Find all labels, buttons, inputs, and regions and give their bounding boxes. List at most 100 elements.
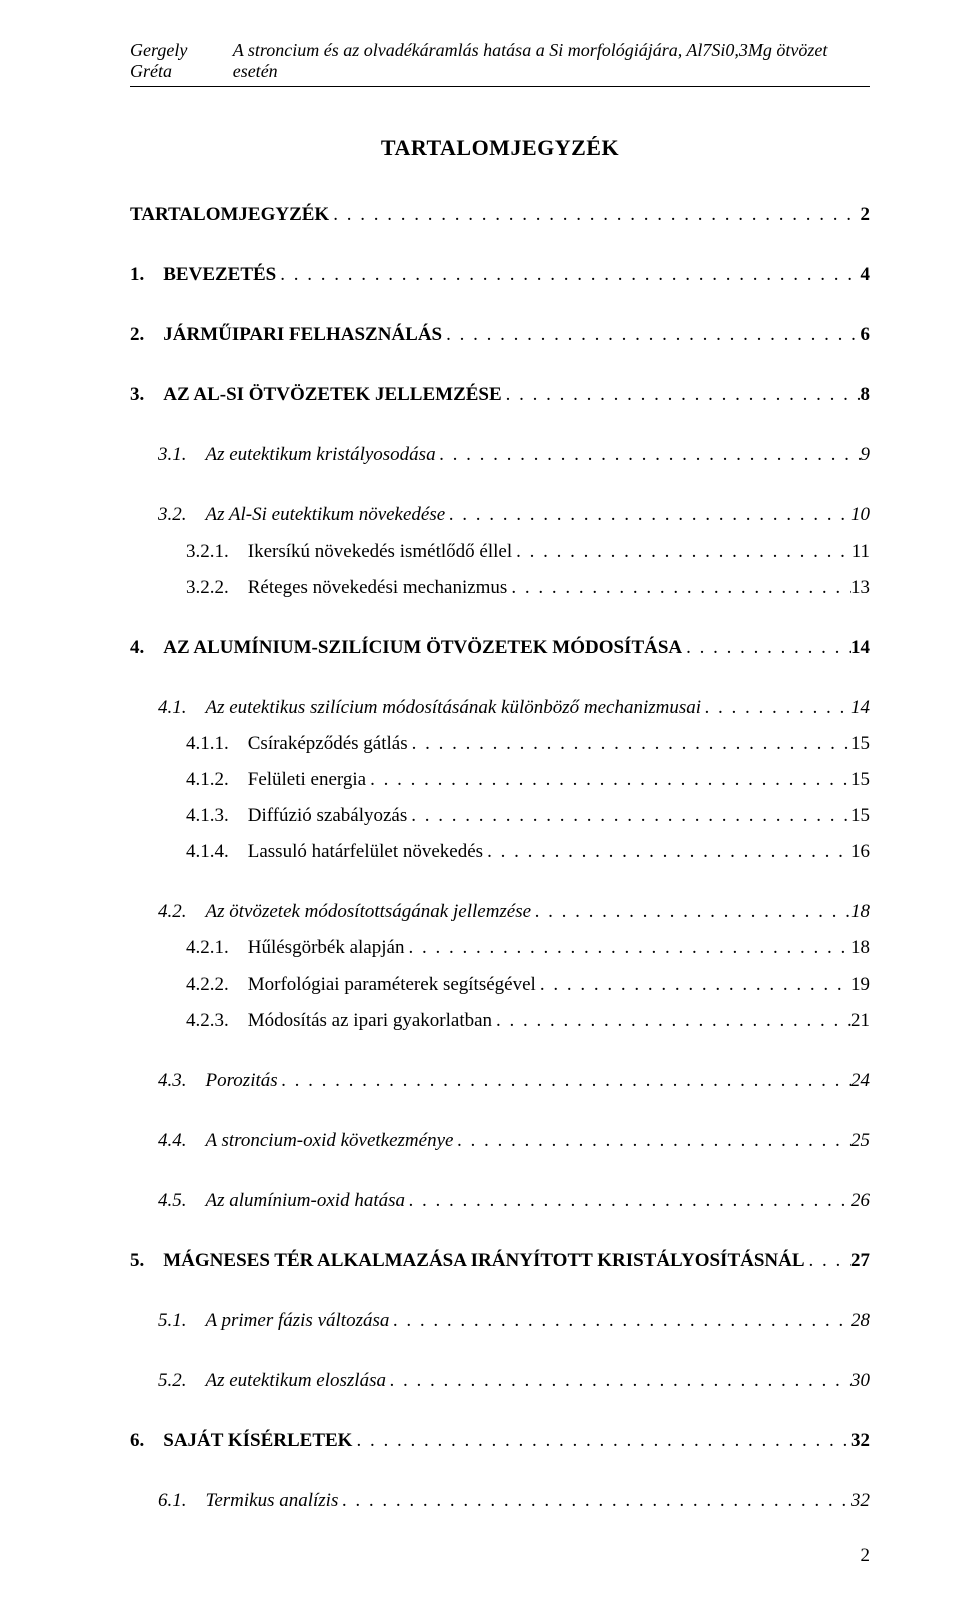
toc-leader-dots: . . . . . . . . . . . . . . . . . . . . … <box>701 690 851 726</box>
toc-entry-label: Módosítás az ipari gyakorlatban <box>248 1003 492 1039</box>
toc-entry-page: 26 <box>851 1183 870 1219</box>
toc-entry-number: 5.2. <box>158 1363 206 1399</box>
toc-entry: 4.1. Az eutektikus szilícium módosításán… <box>130 690 870 726</box>
toc-entry-number: 3.2. <box>158 497 206 533</box>
toc-leader-dots: . . . . . . . . . . . . . . . . . . . . … <box>389 1303 851 1339</box>
toc-entry: 6. SAJÁT KÍSÉRLETEK. . . . . . . . . . .… <box>130 1423 870 1459</box>
toc-entry-number: 5.1. <box>158 1303 206 1339</box>
toc-entry-label: Az eutektikum kristályosodása <box>206 437 436 473</box>
toc-leader-dots: . . . . . . . . . . . . . . . . . . . . … <box>338 1483 851 1519</box>
toc-entry: 2. JÁRMŰIPARI FELHASZNÁLÁS. . . . . . . … <box>130 317 870 353</box>
toc-entry-page: 28 <box>851 1303 870 1339</box>
toc-entry-label: MÁGNESES TÉR ALKALMAZÁSA IRÁNYÍTOTT KRIS… <box>163 1243 804 1279</box>
toc-entry: 4.2.3. Módosítás az ipari gyakorlatban. … <box>130 1003 870 1039</box>
toc-leader-dots: . . . . . . . . . . . . . . . . . . . . … <box>805 1243 851 1279</box>
document-page: Gergely Gréta A stroncium és az olvadéká… <box>0 0 960 1607</box>
toc-entry-page: 21 <box>851 1003 870 1039</box>
toc-entry: 6.1. Termikus analízis. . . . . . . . . … <box>130 1483 870 1519</box>
toc-entry-label: A primer fázis változása <box>206 1303 390 1339</box>
toc-entry-page: 14 <box>851 690 870 726</box>
toc-leader-dots: . . . . . . . . . . . . . . . . . . . . … <box>276 257 860 293</box>
toc-entry-page: 10 <box>851 497 870 533</box>
toc-entry-label: Hűlésgörbék alapján <box>248 930 405 966</box>
toc-entry-page: 15 <box>851 762 870 798</box>
toc-entry-number: 4.2.1. <box>186 930 248 966</box>
running-header: Gergely Gréta A stroncium és az olvadéká… <box>130 40 870 87</box>
toc-entry: 4.2.1. Hűlésgörbék alapján. . . . . . . … <box>130 930 870 966</box>
toc-entry-number: 3.2.1. <box>186 534 248 570</box>
toc-entry-label: JÁRMŰIPARI FELHASZNÁLÁS <box>163 317 442 353</box>
toc-entry-number: 6.1. <box>158 1483 206 1519</box>
toc-entry: 3.2. Az Al-Si eutektikum növekedése. . .… <box>130 497 870 533</box>
toc-entry: 4.1.2. Felületi energia. . . . . . . . .… <box>130 762 870 798</box>
toc-entry-page: 4 <box>861 257 871 293</box>
toc-leader-dots: . . . . . . . . . . . . . . . . . . . . … <box>507 570 851 606</box>
toc-entry-number: 2. <box>130 317 163 353</box>
toc-entry-label: SAJÁT KÍSÉRLETEK <box>163 1423 352 1459</box>
toc-leader-dots: . . . . . . . . . . . . . . . . . . . . … <box>386 1363 851 1399</box>
toc-entry-number: 4.1. <box>158 690 206 726</box>
toc-entry: 4.1.3. Diffúzió szabályozás. . . . . . .… <box>130 798 870 834</box>
toc-entry-number: 5. <box>130 1243 163 1279</box>
toc-entry: 4. AZ ALUMÍNIUM-SZILÍCIUM ÖTVÖZETEK MÓDO… <box>130 630 870 666</box>
toc-entry-label: Az eutektikum eloszlása <box>206 1363 386 1399</box>
toc-leader-dots: . . . . . . . . . . . . . . . . . . . . … <box>512 534 852 570</box>
toc-entry-page: 32 <box>851 1423 870 1459</box>
toc-entry: 3.2.2. Réteges növekedési mechanizmus. .… <box>130 570 870 606</box>
toc-entry: 5.1. A primer fázis változása. . . . . .… <box>130 1303 870 1339</box>
toc-entry-number: 4.3. <box>158 1063 206 1099</box>
toc-leader-dots: . . . . . . . . . . . . . . . . . . . . … <box>329 197 860 233</box>
toc-entry-page: 9 <box>861 437 871 473</box>
toc-entry: 4.5. Az alumínium-oxid hatása. . . . . .… <box>130 1183 870 1219</box>
toc-entry-label: AZ ALUMÍNIUM-SZILÍCIUM ÖTVÖZETEK MÓDOSÍT… <box>163 630 682 666</box>
toc-entry-page: 6 <box>861 317 871 353</box>
toc-entry-number: 4.2.3. <box>186 1003 248 1039</box>
toc-entry-page: 24 <box>851 1063 870 1099</box>
toc-entry-page: 19 <box>851 967 870 1003</box>
toc-leader-dots: . . . . . . . . . . . . . . . . . . . . … <box>278 1063 851 1099</box>
toc-entry-page: 14 <box>851 630 870 666</box>
toc-entry: 4.1.4. Lassuló határfelület növekedés. .… <box>130 834 870 870</box>
toc-entry-label: Felületi energia <box>248 762 366 798</box>
toc-entry-page: 25 <box>851 1123 870 1159</box>
toc-entry-number: 4.1.3. <box>186 798 248 834</box>
toc-leader-dots: . . . . . . . . . . . . . . . . . . . . … <box>404 930 851 966</box>
toc-entry-page: 27 <box>851 1243 870 1279</box>
toc-entry-label: Az eutektikus szilícium módosításának kü… <box>206 690 702 726</box>
toc-entry: TARTALOMJEGYZÉK. . . . . . . . . . . . .… <box>130 197 870 233</box>
toc-leader-dots: . . . . . . . . . . . . . . . . . . . . … <box>502 377 861 413</box>
toc-entry-page: 30 <box>851 1363 870 1399</box>
toc-leader-dots: . . . . . . . . . . . . . . . . . . . . … <box>442 317 860 353</box>
table-of-contents: TARTALOMJEGYZÉK. . . . . . . . . . . . .… <box>130 197 870 1519</box>
toc-entry-number: 3. <box>130 377 163 413</box>
toc-entry-page: 16 <box>851 834 870 870</box>
toc-entry-number: 3.2.2. <box>186 570 248 606</box>
toc-entry: 4.2.2. Morfológiai paraméterek segítségé… <box>130 967 870 1003</box>
toc-entry-label: Az alumínium-oxid hatása <box>206 1183 406 1219</box>
toc-entry-number: 4. <box>130 630 163 666</box>
toc-entry-label: Morfológiai paraméterek segítségével <box>248 967 536 1003</box>
page-title: TARTALOMJEGYZÉK <box>130 135 870 161</box>
toc-entry-number: 4.1.2. <box>186 762 248 798</box>
toc-entry: 3.1. Az eutektikum kristályosodása. . . … <box>130 437 870 473</box>
toc-entry-label: Ikersíkú növekedés ismétlődő éllel <box>248 534 512 570</box>
toc-entry-page: 32 <box>851 1483 870 1519</box>
toc-entry-label: BEVEZETÉS <box>163 257 276 293</box>
toc-entry-label: Csíraképződés gátlás <box>248 726 408 762</box>
toc-entry-number: 4.1.1. <box>186 726 248 762</box>
toc-entry-number: 4.1.4. <box>186 834 248 870</box>
toc-entry-label: Diffúzió szabályozás <box>248 798 408 834</box>
toc-entry-number: 1. <box>130 257 163 293</box>
toc-entry: 4.1.1. Csíraképződés gátlás. . . . . . .… <box>130 726 870 762</box>
header-author: Gergely Gréta <box>130 40 233 82</box>
header-title: A stroncium és az olvadékáramlás hatása … <box>233 40 870 82</box>
toc-leader-dots: . . . . . . . . . . . . . . . . . . . . … <box>445 497 851 533</box>
toc-entry: 4.2. Az ötvözetek módosítottságának jell… <box>130 894 870 930</box>
toc-leader-dots: . . . . . . . . . . . . . . . . . . . . … <box>453 1123 851 1159</box>
toc-entry-number: 3.1. <box>158 437 206 473</box>
toc-leader-dots: . . . . . . . . . . . . . . . . . . . . … <box>492 1003 851 1039</box>
toc-entry: 3. AZ AL-SI ÖTVÖZETEK JELLEMZÉSE. . . . … <box>130 377 870 413</box>
toc-leader-dots: . . . . . . . . . . . . . . . . . . . . … <box>536 967 851 1003</box>
toc-leader-dots: . . . . . . . . . . . . . . . . . . . . … <box>436 437 861 473</box>
toc-entry-number: 4.4. <box>158 1123 206 1159</box>
